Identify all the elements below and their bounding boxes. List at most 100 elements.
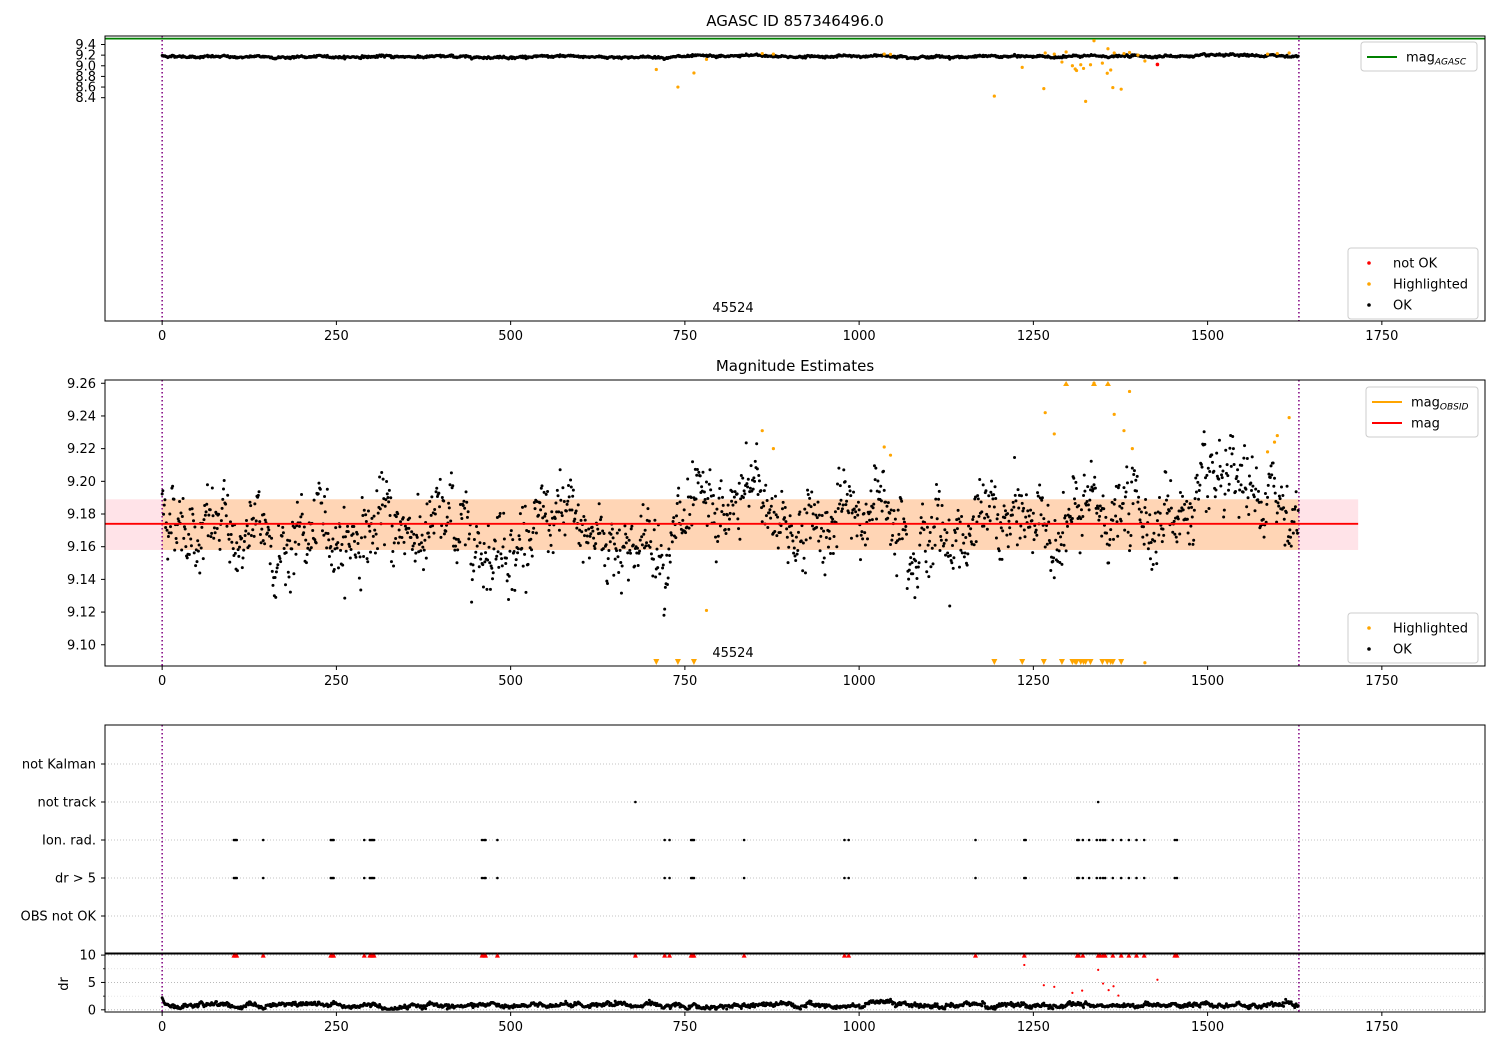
p2-ok-point xyxy=(599,515,603,519)
p2-ok-point xyxy=(1137,495,1141,499)
p2-ok-point xyxy=(396,512,400,516)
p2-ok-point xyxy=(433,512,437,516)
p3-flag-point xyxy=(1024,876,1027,880)
p2-ok-point xyxy=(1173,532,1177,536)
p2-ok-point xyxy=(248,500,252,504)
p2-ok-point xyxy=(997,549,1001,553)
p2-ok-point xyxy=(648,545,652,549)
p2-ok-point xyxy=(1202,430,1206,434)
p2-ok-point xyxy=(187,553,191,557)
p2-ok-point xyxy=(1144,511,1148,515)
p2-ok-point xyxy=(1036,491,1040,495)
p1-highlighted-point xyxy=(1109,68,1113,72)
p2-ok-point xyxy=(1194,490,1198,494)
p2-ok-point xyxy=(1126,530,1130,534)
p2-ok-point xyxy=(550,510,554,514)
p3-flag-point xyxy=(847,838,850,842)
p2-ok-point xyxy=(1109,528,1113,532)
p2-ok-point xyxy=(397,528,401,532)
p2-ok-point xyxy=(260,527,264,531)
p3-flag-point xyxy=(663,838,666,842)
p2-ok-point xyxy=(575,526,579,530)
p3-flag-point xyxy=(1173,838,1177,842)
p2-ok-point xyxy=(1204,510,1208,514)
p2-ok-point xyxy=(295,500,299,504)
p2-highlighted-point xyxy=(1122,429,1126,433)
p2-ok-point xyxy=(914,559,918,563)
p2-ok-point xyxy=(943,528,947,532)
p2-ok-point xyxy=(280,534,284,538)
p2-highlighted-point xyxy=(882,445,886,449)
p2-ok-point xyxy=(336,566,340,570)
p2-ok-point xyxy=(1266,483,1270,487)
p2-ok-point xyxy=(546,550,550,554)
p2-ok-point xyxy=(898,537,902,541)
p2-ok-point xyxy=(717,496,721,500)
p2-ok-point xyxy=(916,565,920,569)
p2-ok-point xyxy=(375,489,379,493)
p2-ok-point xyxy=(467,537,471,541)
p2-ok-point xyxy=(308,548,312,552)
p2-ok-point xyxy=(442,532,446,536)
p2-ok-point xyxy=(268,562,272,566)
p3-flag-point xyxy=(692,876,696,880)
p2-ok-point xyxy=(1192,538,1196,542)
p2-ok-point xyxy=(1155,519,1159,523)
p1-bottom-legend-marker-0 xyxy=(1367,261,1371,265)
p2-ok-point xyxy=(302,531,306,535)
p2-ok-point xyxy=(964,536,968,540)
p2-ok-point xyxy=(520,546,524,550)
p2-ok-point xyxy=(499,552,503,556)
p4-ok-point xyxy=(1122,1002,1126,1006)
p2-highlighted-point xyxy=(1265,450,1270,454)
p3-flag-point xyxy=(1103,838,1107,842)
p2-ok-point xyxy=(900,537,904,541)
p2-ok-point xyxy=(178,500,182,504)
p2-ok-point xyxy=(688,513,692,517)
p1-xtick-label-0: 0 xyxy=(158,329,166,344)
p2-ok-point xyxy=(676,494,680,498)
p2-highlighted-point xyxy=(1127,389,1132,394)
p2-ok-point xyxy=(1116,486,1120,490)
p2-ok-point xyxy=(856,500,860,504)
p2-ok-point xyxy=(1053,519,1057,523)
p2-ok-point xyxy=(182,525,186,529)
p2-ok-point xyxy=(649,540,653,544)
p2-ok-point xyxy=(244,529,248,533)
p4-ok-point xyxy=(739,1006,743,1010)
p2-ok-point xyxy=(1149,541,1153,545)
p2-ok-point xyxy=(343,535,347,539)
p2-ok-point xyxy=(793,554,797,558)
p2-ok-point xyxy=(1112,502,1116,506)
p2-ok-point xyxy=(1203,442,1207,446)
p2-ok-point xyxy=(504,556,508,560)
p2-ok-point xyxy=(718,524,722,528)
p1-top-legend-sub-0: AGASC xyxy=(1434,58,1467,68)
p2-ok-point xyxy=(739,497,743,501)
p2-ok-point xyxy=(419,549,423,553)
p2-ok-point xyxy=(1086,485,1090,489)
p2-ok-point xyxy=(1289,544,1293,548)
p2-ok-point xyxy=(903,528,907,532)
p2-ok-point xyxy=(182,536,186,540)
p2-ok-point xyxy=(1118,504,1122,508)
p2-ok-point xyxy=(465,515,469,519)
p4-ok-point xyxy=(1131,1002,1135,1006)
p2-ok-point xyxy=(1256,489,1260,493)
p2-ok-point xyxy=(976,494,980,498)
p2-ok-point xyxy=(1031,511,1035,515)
p2-ok-point xyxy=(385,480,389,484)
p2-ok-point xyxy=(1296,531,1300,535)
p2-ok-point xyxy=(1001,529,1005,533)
p2-ok-point xyxy=(236,548,240,552)
p2-ok-point xyxy=(351,532,355,536)
p2-ok-point xyxy=(396,541,400,545)
p2-ok-point xyxy=(1208,470,1212,474)
p2-ok-point xyxy=(932,525,936,529)
p2-ok-point xyxy=(783,506,787,510)
p2-ok-point xyxy=(734,500,738,504)
p2-ok-point xyxy=(1279,485,1283,489)
p2-ok-point xyxy=(982,524,986,528)
p2-ok-point xyxy=(270,536,274,540)
p2-ok-point xyxy=(346,530,350,534)
